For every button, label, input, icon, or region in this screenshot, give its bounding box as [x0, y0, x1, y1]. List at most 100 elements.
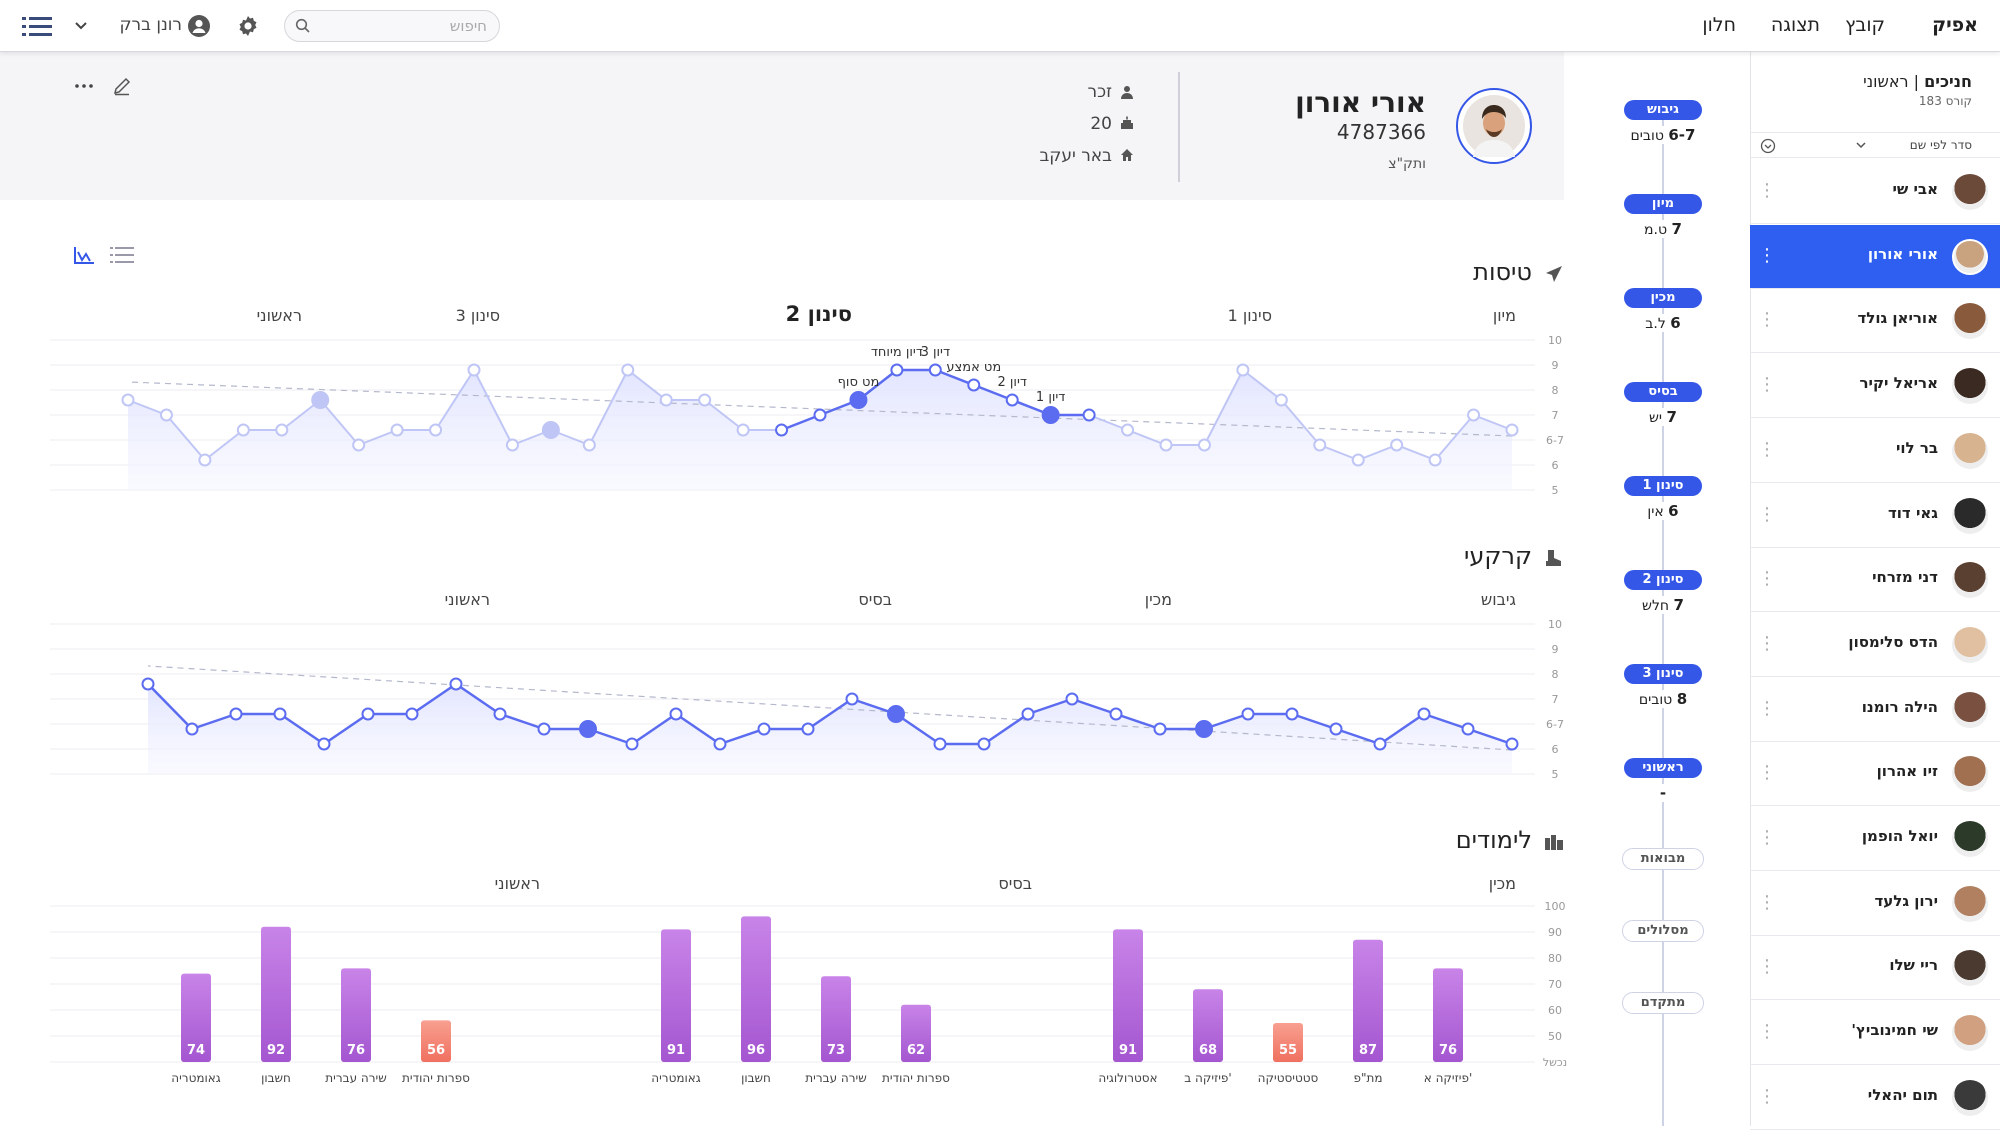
trainee-list-item[interactable]: שי חמינוביץ' ⋮ — [1750, 1001, 2000, 1066]
data-point[interactable] — [493, 707, 507, 721]
data-point[interactable] — [361, 707, 375, 721]
trainee-more-icon[interactable]: ⋮ — [1758, 438, 1776, 460]
data-point[interactable] — [845, 692, 859, 706]
trainee-more-icon[interactable]: ⋮ — [1758, 891, 1776, 913]
data-point[interactable] — [352, 438, 366, 452]
data-point[interactable] — [236, 423, 250, 437]
data-point[interactable] — [977, 737, 991, 751]
trainee-more-icon[interactable]: ⋮ — [1758, 697, 1776, 719]
data-point[interactable] — [1159, 438, 1173, 452]
data-point[interactable] — [1109, 707, 1123, 721]
data-point[interactable] — [1417, 707, 1431, 721]
hamburger-menu-icon[interactable] — [22, 16, 52, 38]
data-point[interactable] — [275, 423, 289, 437]
data-point[interactable] — [1082, 408, 1096, 422]
trainee-list-item[interactable]: הדס סלימסון ⋮ — [1750, 613, 2000, 677]
sort-dropdown[interactable]: סדר לפי שם — [1909, 138, 1972, 152]
data-point[interactable] — [775, 423, 789, 437]
menu-view[interactable]: תצוגה — [1770, 14, 1820, 36]
data-point[interactable] — [757, 722, 771, 736]
chevron-down-icon[interactable] — [74, 21, 88, 31]
data-point[interactable] — [1153, 722, 1167, 736]
data-point[interactable] — [1195, 720, 1213, 738]
bar[interactable] — [261, 926, 291, 1062]
trainee-list-item[interactable]: תום יהאלי ⋮ — [1750, 1066, 2000, 1130]
trainee-more-icon[interactable]: ⋮ — [1758, 827, 1776, 848]
timeline-stage-badge[interactable]: סינון 1 — [1624, 476, 1702, 496]
menu-window[interactable]: חלון — [1702, 14, 1736, 36]
data-point[interactable] — [1241, 707, 1255, 721]
trainee-more-icon[interactable]: ⋮ — [1758, 309, 1776, 331]
trainee-list-item[interactable]: אריאל יקיר ⋮ — [1750, 354, 2000, 419]
trainee-more-icon[interactable]: ⋮ — [1758, 1021, 1776, 1043]
data-point[interactable] — [317, 737, 331, 751]
data-point[interactable] — [659, 393, 673, 407]
trainee-list-item[interactable]: יואל הופמן ⋮ — [1750, 807, 2000, 871]
bar[interactable] — [341, 968, 371, 1062]
data-point[interactable] — [625, 737, 639, 751]
bar[interactable] — [1433, 968, 1463, 1062]
trainee-more-icon[interactable]: ⋮ — [1758, 632, 1776, 654]
trainee-more-icon[interactable]: ⋮ — [1758, 503, 1776, 525]
timeline-extra-stage[interactable]: מתקדם — [1622, 992, 1704, 1014]
data-point[interactable] — [813, 408, 827, 422]
bar[interactable] — [1273, 1023, 1303, 1062]
timeline-stage-badge[interactable]: מכין — [1624, 288, 1702, 308]
data-point[interactable] — [1065, 692, 1079, 706]
data-point[interactable] — [1041, 406, 1060, 424]
data-point[interactable] — [467, 363, 481, 377]
data-point[interactable] — [1505, 737, 1519, 751]
data-point[interactable] — [1373, 737, 1387, 751]
bar[interactable] — [741, 916, 771, 1062]
timeline-stage-badge[interactable]: בסיס — [1624, 382, 1702, 402]
timeline-stage-badge[interactable]: סינון 2 — [1624, 570, 1702, 590]
pencil-icon[interactable] — [112, 76, 132, 96]
data-point[interactable] — [579, 720, 597, 738]
data-point[interactable] — [159, 408, 173, 422]
data-point[interactable] — [229, 707, 243, 721]
data-point[interactable] — [405, 707, 419, 721]
data-point[interactable] — [928, 363, 942, 377]
trainee-list-item[interactable]: גאי דוד ⋮ — [1750, 484, 2000, 548]
data-point[interactable] — [582, 438, 596, 452]
data-point[interactable] — [1390, 438, 1404, 452]
timeline-stage-badge[interactable]: ראשוני — [1624, 758, 1702, 778]
menu-file[interactable]: קובץ — [1845, 14, 1885, 36]
data-point[interactable] — [1197, 438, 1211, 452]
data-point[interactable] — [1467, 408, 1481, 422]
data-point[interactable] — [537, 722, 551, 736]
data-point[interactable] — [890, 363, 904, 377]
data-point[interactable] — [1329, 722, 1343, 736]
data-point[interactable] — [1005, 393, 1019, 407]
data-point[interactable] — [1121, 423, 1135, 437]
data-point[interactable] — [185, 722, 199, 736]
trainee-list-item[interactable]: בר לוי ⋮ — [1750, 419, 2000, 483]
trainee-more-icon[interactable]: ⋮ — [1758, 568, 1776, 590]
data-point[interactable] — [1274, 393, 1288, 407]
trainee-more-icon[interactable]: ⋮ — [1758, 244, 1776, 266]
data-point[interactable] — [849, 391, 868, 409]
trainee-more-icon[interactable]: ⋮ — [1758, 956, 1776, 978]
trainee-more-icon[interactable]: ⋮ — [1758, 374, 1776, 396]
data-point[interactable] — [1461, 722, 1475, 736]
search-input[interactable] — [323, 14, 489, 38]
timeline-extra-stage[interactable]: מבואות — [1622, 848, 1704, 870]
data-point[interactable] — [933, 737, 947, 751]
bar[interactable] — [901, 1004, 931, 1062]
data-point[interactable] — [736, 423, 750, 437]
trainee-more-icon[interactable]: ⋮ — [1758, 1085, 1776, 1107]
bar[interactable] — [1353, 939, 1383, 1062]
data-point[interactable] — [198, 453, 212, 467]
trainee-list-item[interactable]: אורי אורון ⋮ — [1750, 224, 2000, 289]
search-box[interactable] — [284, 10, 500, 42]
data-point[interactable] — [273, 707, 287, 721]
list-view-icon[interactable] — [110, 246, 134, 264]
data-point[interactable] — [1351, 453, 1365, 467]
timeline-stage-badge[interactable]: גיבוש — [1624, 100, 1702, 120]
data-point[interactable] — [698, 393, 712, 407]
data-point[interactable] — [1021, 707, 1035, 721]
data-point[interactable] — [390, 423, 404, 437]
data-point[interactable] — [967, 378, 981, 392]
data-point[interactable] — [669, 707, 683, 721]
trainee-list-item[interactable]: ריי שלו ⋮ — [1750, 936, 2000, 1001]
